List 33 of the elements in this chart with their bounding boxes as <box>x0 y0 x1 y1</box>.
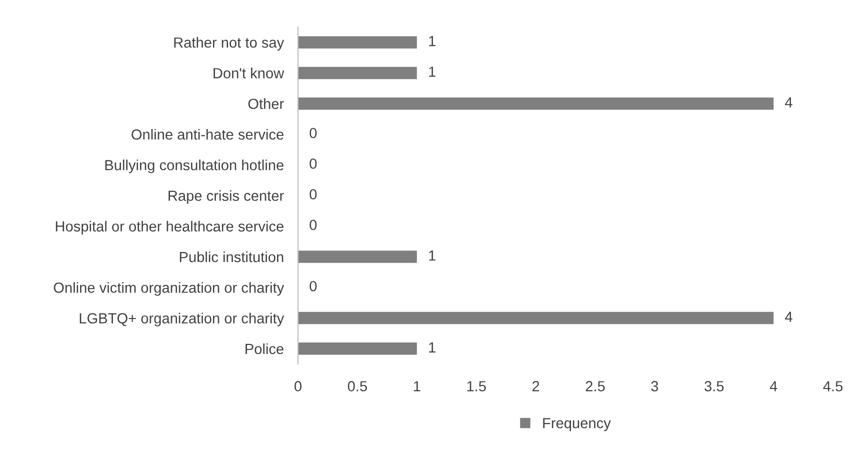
x-tick-label: 2.5 <box>586 381 605 392</box>
data-label: 0 <box>310 280 317 292</box>
y-tick-label: Online victim organization or charity <box>54 282 284 296</box>
y-tick-label: Online anti-hate service <box>132 128 284 140</box>
x-tick-label: 2 <box>532 381 540 392</box>
y-tick-label: LGBTQ+ organization or charity <box>80 312 284 326</box>
data-label: 1 <box>429 342 436 352</box>
data-label: 0 <box>310 128 317 138</box>
legend-label: Frequency <box>543 418 611 432</box>
y-tick-label: Other <box>248 98 284 110</box>
x-tick-label: 3.5 <box>704 381 724 392</box>
data-label: 0 <box>310 158 317 169</box>
y-tick-label: Hospital or other healthcare service <box>56 220 284 234</box>
x-tick-label: 4 <box>770 381 778 392</box>
x-tick-label: 0 <box>294 381 302 392</box>
data-label: 0 <box>310 220 317 230</box>
x-tick-label: 1 <box>414 381 420 392</box>
x-tick-label: 3 <box>651 381 658 392</box>
x-tick-label: 4.5 <box>823 381 843 392</box>
data-label: 4 <box>785 97 792 108</box>
data-label: 0 <box>310 189 317 200</box>
y-tick-label: Rather not to say <box>174 37 284 51</box>
x-tick-label: 0.5 <box>348 381 367 392</box>
y-tick-label: Rape crisis center <box>168 190 284 204</box>
data-label: 1 <box>429 250 436 261</box>
y-tick-label: Bullying consultation hotline <box>105 160 284 174</box>
y-tick-label: Police <box>246 343 284 354</box>
data-label: 4 <box>785 312 792 322</box>
data-label: 1 <box>429 66 436 77</box>
data-label: 1 <box>429 36 436 46</box>
y-tick-label: Public institution <box>180 251 284 262</box>
x-tick-label: 1.5 <box>467 381 486 392</box>
y-tick-label: Don't know <box>214 68 284 78</box>
